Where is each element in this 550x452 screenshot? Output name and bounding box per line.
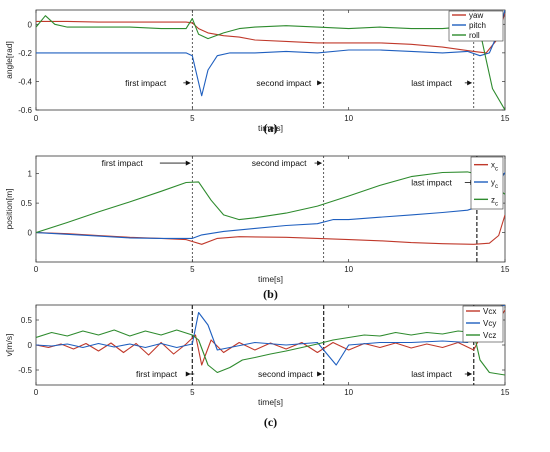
legend-entry: yaw (469, 11, 483, 20)
legend-entry: pitch (469, 21, 486, 30)
x-tick-label: 0 (34, 388, 39, 397)
x-tick-label: 5 (190, 114, 195, 123)
x-axis-label: time[s] (258, 123, 283, 133)
y-axis-label: position[m] (4, 188, 14, 229)
legend: xc yc zc (470, 156, 504, 210)
legend-entry: zc (491, 195, 498, 207)
annotation-label: second impact (256, 78, 311, 88)
y-tick-label: -0.4 (18, 77, 32, 86)
legend-entry: Vcz (483, 331, 496, 340)
plot-frame (35, 9, 506, 111)
legend-box (470, 156, 504, 210)
y-tick-label: -0.5 (18, 366, 32, 375)
series-line-z (36, 171, 505, 234)
legend-entry: Vcy (483, 319, 496, 328)
series-line-yaw (36, 12, 505, 54)
panel-caption: (c) (264, 415, 277, 429)
legend-box (448, 10, 504, 42)
annotation-label: second impact (252, 158, 307, 168)
panel-caption: (b) (263, 287, 278, 301)
legend-entry-subscript: c (495, 167, 498, 173)
y-tick-label: 0.5 (21, 199, 33, 208)
series-line-vcy (36, 305, 505, 366)
annotation-arrow-head (317, 371, 323, 377)
y-tick-label: 1 (28, 170, 33, 179)
y-axis-label: angle[rad] (4, 41, 14, 79)
x-tick-label: 5 (190, 388, 195, 397)
chart-panel-2: 0 5 10 15 0 0.5 1 time[s] position[m] first impac… (4, 155, 510, 301)
y-axis-label: v[m/s] (4, 334, 14, 357)
legend-entry: Vcx (483, 307, 496, 316)
annotation-arrow-head (467, 80, 473, 86)
legend-entry: xc (491, 161, 498, 173)
panel-caption: (a) (264, 121, 278, 135)
x-tick-label: 0 (34, 265, 39, 274)
y-tick-label: 0 (28, 341, 33, 350)
legend-entry-subscript: c (495, 201, 498, 207)
annotation-label: first impact (125, 78, 167, 88)
x-tick-label: 5 (190, 265, 195, 274)
x-tick-label: 15 (501, 114, 510, 123)
legend: Vcx Vcy Vcz (462, 305, 504, 343)
legend-entry: yc (491, 178, 498, 190)
series-group (36, 171, 505, 245)
x-axis-label: time[s] (258, 397, 283, 407)
x-tick-label: 10 (344, 388, 353, 397)
annotation-arrow-head (185, 160, 191, 166)
y-tick-label: 0 (28, 20, 33, 29)
chart-panel-1: 0 5 10 15 -0.6 -0.4 -0.2 0 time[s] angle[rad] firs… (4, 9, 510, 135)
y-tick-label: -0.6 (18, 106, 32, 115)
legend-entry: roll (469, 31, 480, 40)
x-tick-label: 15 (501, 388, 510, 397)
x-tick-label: 0 (34, 114, 39, 123)
y-tick-label: 0 (28, 229, 33, 238)
annotation-arrow-head (467, 371, 473, 377)
annotation-label: last impact (411, 78, 452, 88)
y-tick-label: -0.2 (18, 49, 32, 58)
series-line-y (36, 172, 505, 239)
annotation-arrow-head (317, 80, 323, 86)
x-tick-label: 10 (344, 265, 353, 274)
annotation-label: last impact (411, 369, 452, 379)
series-line-x (36, 214, 505, 245)
annotation-label: first impact (136, 369, 178, 379)
annotation-label: first impact (102, 158, 144, 168)
legend-entry-subscript: c (495, 184, 498, 190)
series-line-vcx (36, 309, 505, 366)
annotation-arrow-head (185, 80, 191, 86)
annotation-label: last impact (411, 178, 452, 188)
y-tick-label: 0.5 (21, 316, 33, 325)
annotation-arrow-head (185, 371, 191, 377)
plot-frame (35, 155, 506, 263)
series-line-vcz (36, 329, 505, 376)
x-tick-label: 10 (344, 114, 353, 123)
x-axis-label: time[s] (258, 274, 283, 284)
series-group (36, 305, 505, 376)
chart-panel-3: 0 5 10 15 -0.5 0 0.5 time[s] v[m/s] first impact s… (4, 304, 510, 429)
annotation-label: second impact (258, 369, 313, 379)
annotation-arrow-head (317, 160, 323, 166)
x-tick-label: 15 (501, 265, 510, 274)
series-line-pitch (36, 10, 505, 97)
legend-box (462, 305, 504, 343)
